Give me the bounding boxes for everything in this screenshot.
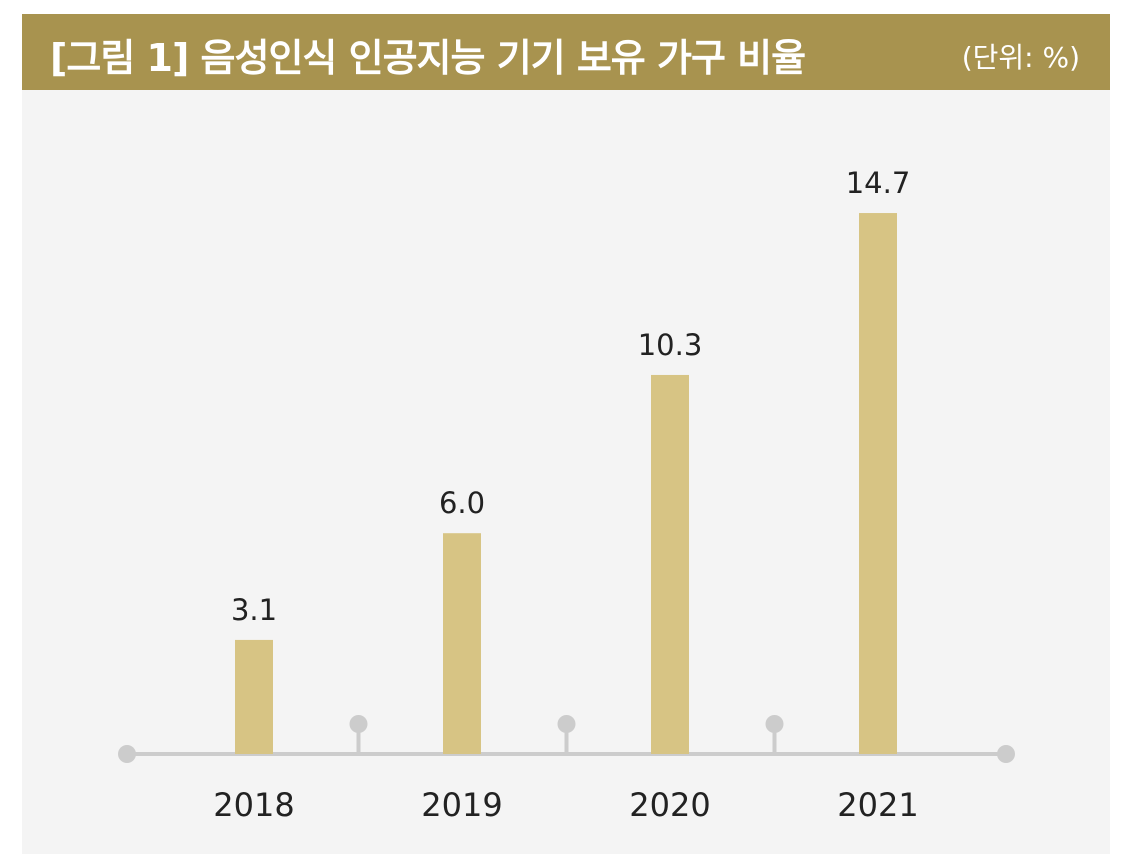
- value-label-2019: 6.0: [439, 486, 485, 520]
- category-label-2020: 2020: [629, 786, 710, 824]
- separator-dot: [349, 715, 368, 733]
- bar-2018: [235, 639, 273, 754]
- category-label-2021: 2021: [837, 786, 918, 824]
- chart-header: [그림 1] 음성인식 인공지능 기기 보유 가구 비율 (단위: %): [22, 14, 1110, 90]
- bar-2020: [651, 374, 689, 754]
- category-label-2019: 2019: [421, 786, 502, 824]
- axis-end-dot: [997, 745, 1015, 763]
- value-label-2018: 3.1: [231, 593, 277, 627]
- bar-2021: [859, 213, 897, 755]
- bar-2019: [443, 533, 481, 754]
- unit-label: (단위: %): [961, 41, 1080, 74]
- value-label-2021: 14.7: [846, 166, 911, 200]
- axis-end-dot: [118, 745, 136, 763]
- value-label-2020: 10.3: [638, 328, 703, 362]
- separator-dot: [765, 715, 784, 733]
- chart-title: [그림 1] 음성인식 인공지능 기기 보유 가구 비율: [50, 36, 806, 80]
- category-label-2018: 2018: [213, 786, 294, 824]
- separator-dot: [557, 715, 576, 733]
